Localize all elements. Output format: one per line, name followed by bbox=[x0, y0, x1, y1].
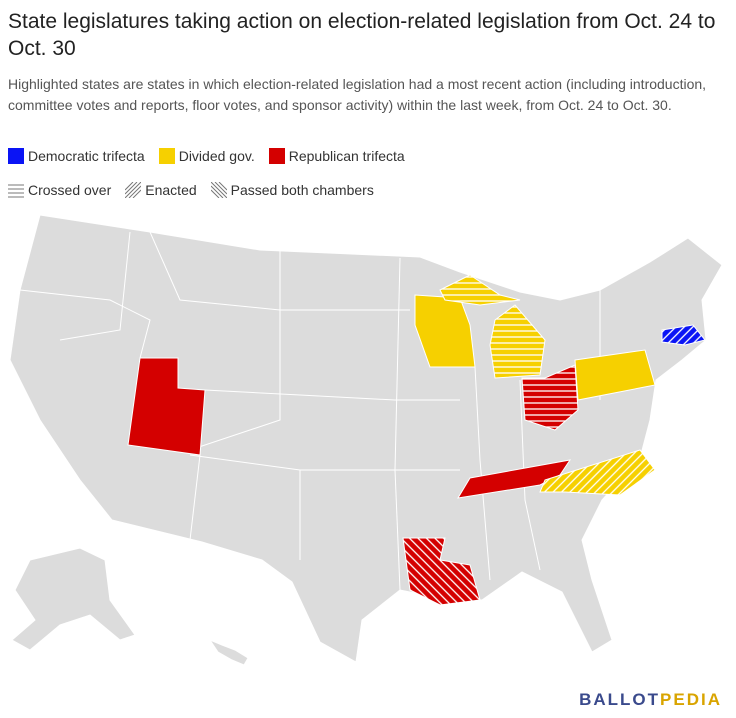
state-hatch bbox=[490, 305, 545, 378]
map bbox=[9, 214, 723, 666]
logo-part: BALLOT bbox=[579, 690, 661, 709]
legend-swatch bbox=[125, 182, 142, 198]
base-map bbox=[9, 214, 723, 666]
state bbox=[127, 357, 206, 456]
highlighted-states bbox=[127, 274, 706, 606]
legend-label: Divided gov. bbox=[178, 148, 255, 164]
legend-swatch bbox=[8, 148, 24, 164]
title: State legislatures taking action on elec… bbox=[8, 10, 716, 60]
legend-item: Divided gov. bbox=[158, 148, 255, 164]
legend-label: Crossed over bbox=[28, 182, 112, 198]
legend-label: Democratic trifecta bbox=[28, 148, 145, 164]
legend-item: Enacted bbox=[125, 182, 197, 198]
legend-label: Republican trifecta bbox=[288, 148, 405, 164]
alaska bbox=[11, 547, 136, 651]
legend-item: Republican trifecta bbox=[268, 148, 405, 164]
logo-part: PEDIA bbox=[660, 690, 722, 709]
legend-swatch bbox=[8, 182, 24, 198]
legend-swatch bbox=[210, 182, 227, 198]
state bbox=[574, 349, 656, 401]
state-hatch bbox=[440, 275, 520, 305]
legend-item: Crossed over bbox=[8, 182, 111, 198]
legend-item: Democratic trifecta bbox=[8, 148, 145, 164]
party-legend: Democratic trifecta Divided gov. Republica… bbox=[8, 148, 405, 164]
hawaii bbox=[208, 638, 249, 666]
legend-item: Passed both chambers bbox=[210, 182, 374, 198]
legend-label: Enacted bbox=[145, 182, 197, 198]
state-hatch bbox=[662, 325, 705, 345]
us-outline bbox=[9, 214, 723, 663]
legend-swatch bbox=[268, 148, 285, 164]
status-legend: Crossed over Enacted Passed both chamber… bbox=[8, 182, 374, 198]
logo: BALLOTPEDIA bbox=[579, 690, 722, 710]
subtitle: Highlighted states are states in which e… bbox=[8, 76, 707, 113]
legend-swatch bbox=[158, 148, 175, 164]
state-borders bbox=[19, 231, 601, 591]
legend-label: Passed both chambers bbox=[230, 182, 374, 198]
state-hatch bbox=[403, 538, 480, 605]
state-hatch bbox=[540, 450, 655, 495]
state-hatch bbox=[522, 365, 578, 430]
